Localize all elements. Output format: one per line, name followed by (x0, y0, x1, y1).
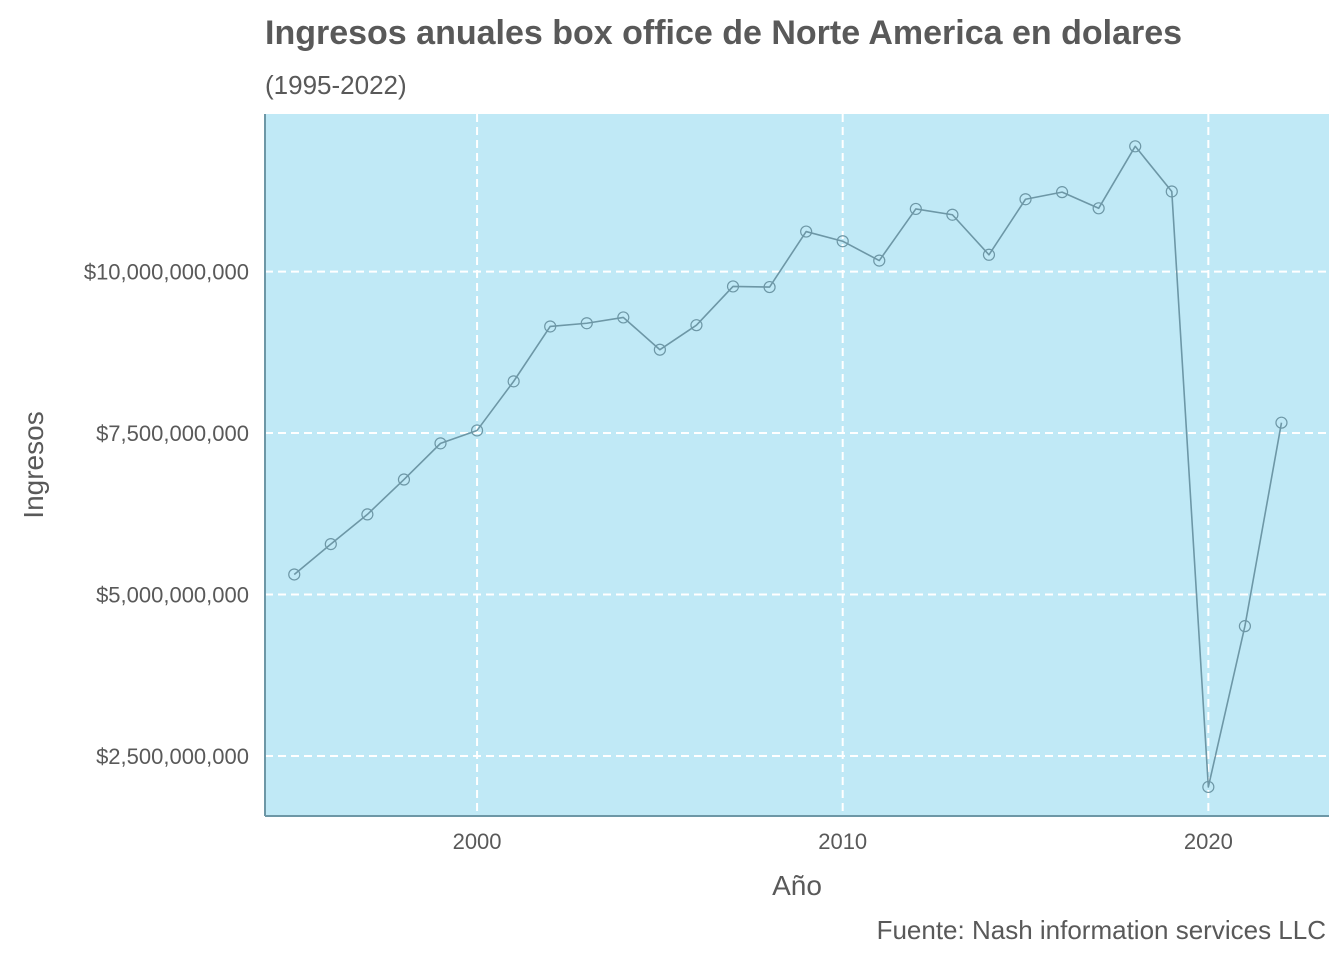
series-line (293, 145, 1283, 788)
data-point (909, 202, 922, 216)
chart-title: Ingresos anuales box office de Norte Ame… (265, 14, 1182, 52)
data-point (1238, 620, 1252, 633)
data-point (1202, 780, 1215, 794)
data-point (690, 319, 703, 332)
data-point (580, 317, 593, 330)
y-tick-label: $5,000,000,000 (96, 582, 249, 607)
data-point (1165, 185, 1178, 198)
data-point (1019, 193, 1032, 206)
data-point (397, 473, 411, 486)
x-tick-label: 2000 (453, 829, 502, 854)
y-axis-title: Ingresos (18, 411, 49, 518)
data-point (946, 208, 959, 221)
grid-lines (265, 114, 1329, 816)
data-point (507, 375, 520, 388)
x-tick-label: 2010 (818, 829, 867, 854)
data-point (288, 568, 301, 581)
data-point (800, 225, 813, 238)
x-axis-title: Año (772, 870, 822, 901)
axes (264, 114, 1329, 817)
data-points (288, 140, 1288, 794)
data-point (763, 280, 776, 294)
data-point (726, 280, 740, 293)
data-point (1055, 186, 1069, 199)
chart-subtitle: (1995-2022) (265, 70, 407, 100)
data-point (470, 424, 484, 437)
x-tick-labels: 2000 2010 2020 (453, 829, 1233, 854)
series-line-group (293, 145, 1283, 788)
data-point (617, 311, 630, 324)
plot-panel (265, 114, 1329, 816)
y-tick-label: $10,000,000,000 (84, 260, 249, 285)
data-point (873, 254, 886, 267)
data-point (982, 248, 996, 261)
data-point (836, 235, 849, 248)
x-tick-label: 2020 (1184, 829, 1233, 854)
data-point (1129, 140, 1142, 153)
y-tick-label: $7,500,000,000 (96, 421, 249, 446)
data-point (434, 437, 447, 450)
data-point (361, 508, 374, 521)
data-point (1092, 202, 1105, 215)
data-point (1275, 416, 1288, 429)
data-point (544, 320, 557, 333)
y-tick-label: $2,500,000,000 (96, 744, 249, 769)
data-point (653, 343, 666, 356)
data-point (324, 538, 337, 551)
y-tick-labels: $2,500,000,000 $5,000,000,000 $7,500,000,0… (84, 260, 249, 769)
caption: Fuente: Nash information services LLC (877, 915, 1326, 945)
